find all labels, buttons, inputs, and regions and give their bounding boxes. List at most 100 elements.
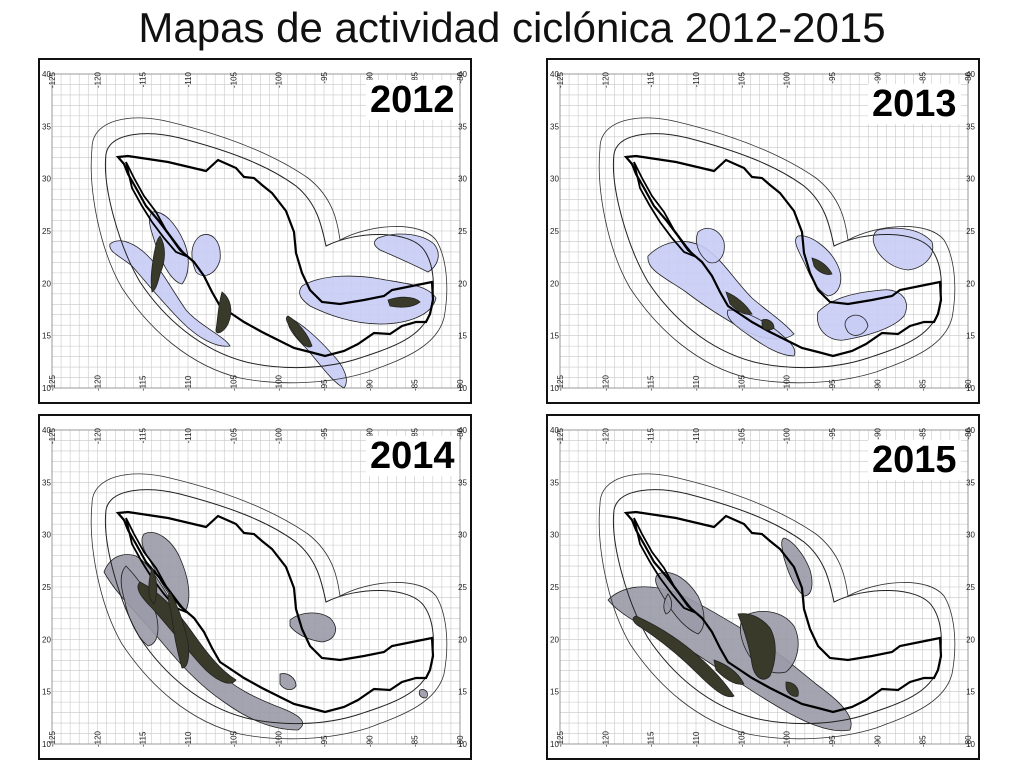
lon-tick-label: -120 xyxy=(93,71,102,88)
lat-tick-label: 25 xyxy=(458,227,467,236)
cyclone-area xyxy=(872,227,934,271)
lat-tick-label: 25 xyxy=(966,227,975,236)
lon-tick-label: -95 xyxy=(828,427,837,439)
lat-tick-label: 10 xyxy=(550,740,559,749)
cyclone-area xyxy=(150,235,165,293)
lon-tick-label: -125 xyxy=(48,730,57,747)
cyclone-area xyxy=(285,315,313,348)
lon-tick-label: -90 xyxy=(873,735,882,747)
lat-tick-label: 15 xyxy=(966,332,975,341)
lat-tick-label: 10 xyxy=(42,740,51,749)
year-label: 2015 xyxy=(868,440,961,480)
lat-tick-label: 35 xyxy=(550,478,559,487)
lon-tick-label: -110 xyxy=(692,731,701,747)
lat-tick-label: 30 xyxy=(550,531,559,540)
lon-tick-label: -80 xyxy=(964,427,973,439)
lon-tick-label: -85 xyxy=(411,379,420,391)
lat-tick-label: 30 xyxy=(550,175,559,184)
lon-tick-label: -85 xyxy=(919,735,928,747)
lat-tick-label: 10 xyxy=(966,384,975,393)
lon-tick-label: -125 xyxy=(48,71,57,88)
lat-tick-label: 15 xyxy=(550,688,559,697)
cyclone-area xyxy=(215,291,232,334)
lat-tick-label: 10 xyxy=(550,384,559,393)
cyclone-area xyxy=(167,591,190,669)
cyclone-tracks xyxy=(647,227,934,357)
zone-outlines xyxy=(598,117,956,384)
cyclone-tracks xyxy=(150,235,421,348)
lat-tick-label: 30 xyxy=(458,531,467,540)
lat-tick-label: 35 xyxy=(42,478,51,487)
lat-tick-label: 15 xyxy=(42,688,51,697)
lat-tick-label: 10 xyxy=(458,740,467,749)
lon-tick-label: -95 xyxy=(320,71,329,83)
lon-tick-label: -125 xyxy=(556,374,565,391)
lon-tick-label: -85 xyxy=(411,735,420,747)
lon-tick-label: -105 xyxy=(229,71,238,88)
lat-tick-label: 40 xyxy=(550,426,559,435)
lon-tick-label: -100 xyxy=(783,71,792,88)
lat-tick-label: 25 xyxy=(966,583,975,592)
lat-tick-label: 25 xyxy=(550,583,559,592)
lon-tick-label: -110 xyxy=(184,375,193,391)
lon-tick-label: -115 xyxy=(139,427,148,443)
lon-tick-label: -120 xyxy=(601,374,610,391)
lat-tick-label: 20 xyxy=(458,635,467,644)
lon-tick-label: -115 xyxy=(139,375,148,391)
lon-tick-label: -125 xyxy=(556,730,565,747)
lon-tick-label: -90 xyxy=(365,427,374,439)
lat-tick-label: 40 xyxy=(550,70,559,79)
year-label: 2013 xyxy=(868,84,961,124)
lon-tick-label: -90 xyxy=(365,379,374,391)
cyclone-area xyxy=(737,613,776,680)
lat-tick-label: 40 xyxy=(42,426,51,435)
cyclone-area xyxy=(148,566,158,605)
grid-lines xyxy=(51,429,461,745)
tick-labels: -125 -125 -120 -120 -115 -115 -110 -110 -105 -105… xyxy=(42,70,468,393)
lon-tick-label: -110 xyxy=(692,71,701,87)
zone-outlines xyxy=(598,473,956,740)
cyclone-area xyxy=(811,257,833,275)
lat-tick-label: 30 xyxy=(966,175,975,184)
lat-tick-label: 20 xyxy=(42,635,51,644)
cyclone-area xyxy=(632,615,735,698)
lon-tick-label: -125 xyxy=(556,71,565,88)
lon-tick-label: -100 xyxy=(783,427,792,444)
lat-tick-label: 30 xyxy=(458,175,467,184)
lat-tick-label: 15 xyxy=(42,332,51,341)
lat-tick-label: 10 xyxy=(42,384,51,393)
lat-tick-label: 25 xyxy=(42,227,51,236)
lon-tick-label: -120 xyxy=(601,71,610,88)
lat-tick-label: 20 xyxy=(550,279,559,288)
lon-tick-label: -110 xyxy=(184,731,193,747)
lat-tick-label: 20 xyxy=(550,635,559,644)
lon-tick-label: -80 xyxy=(456,379,465,391)
lon-tick-label: -115 xyxy=(647,71,656,87)
lat-tick-label: 15 xyxy=(458,688,467,697)
cyclone-area xyxy=(387,296,421,308)
lon-tick-label: -110 xyxy=(692,427,701,443)
lon-tick-label: -80 xyxy=(456,735,465,747)
cyclone-area xyxy=(374,233,439,273)
lat-tick-label: 30 xyxy=(42,531,51,540)
lon-tick-label: -105 xyxy=(229,427,238,444)
lon-tick-label: -95 xyxy=(828,735,837,747)
year-label: 2012 xyxy=(366,80,459,120)
cyclone-area xyxy=(418,689,428,699)
cyclone-area xyxy=(289,612,336,643)
lat-tick-label: 35 xyxy=(550,122,559,131)
lon-tick-label: -85 xyxy=(919,71,928,83)
lon-tick-label: -115 xyxy=(647,731,656,747)
lat-tick-label: 10 xyxy=(966,740,975,749)
cyclone-tracks xyxy=(725,257,833,331)
lon-tick-label: -85 xyxy=(411,427,420,439)
lat-tick-label: 35 xyxy=(42,122,51,131)
lat-tick-label: 15 xyxy=(966,688,975,697)
lat-tick-label: 40 xyxy=(42,70,51,79)
cyclone-tracks xyxy=(137,566,237,684)
lat-tick-label: 15 xyxy=(458,332,467,341)
cyclone-area xyxy=(663,593,672,615)
lon-tick-label: -115 xyxy=(647,375,656,391)
cyclone-area xyxy=(191,234,221,276)
lon-tick-label: -105 xyxy=(737,427,746,444)
